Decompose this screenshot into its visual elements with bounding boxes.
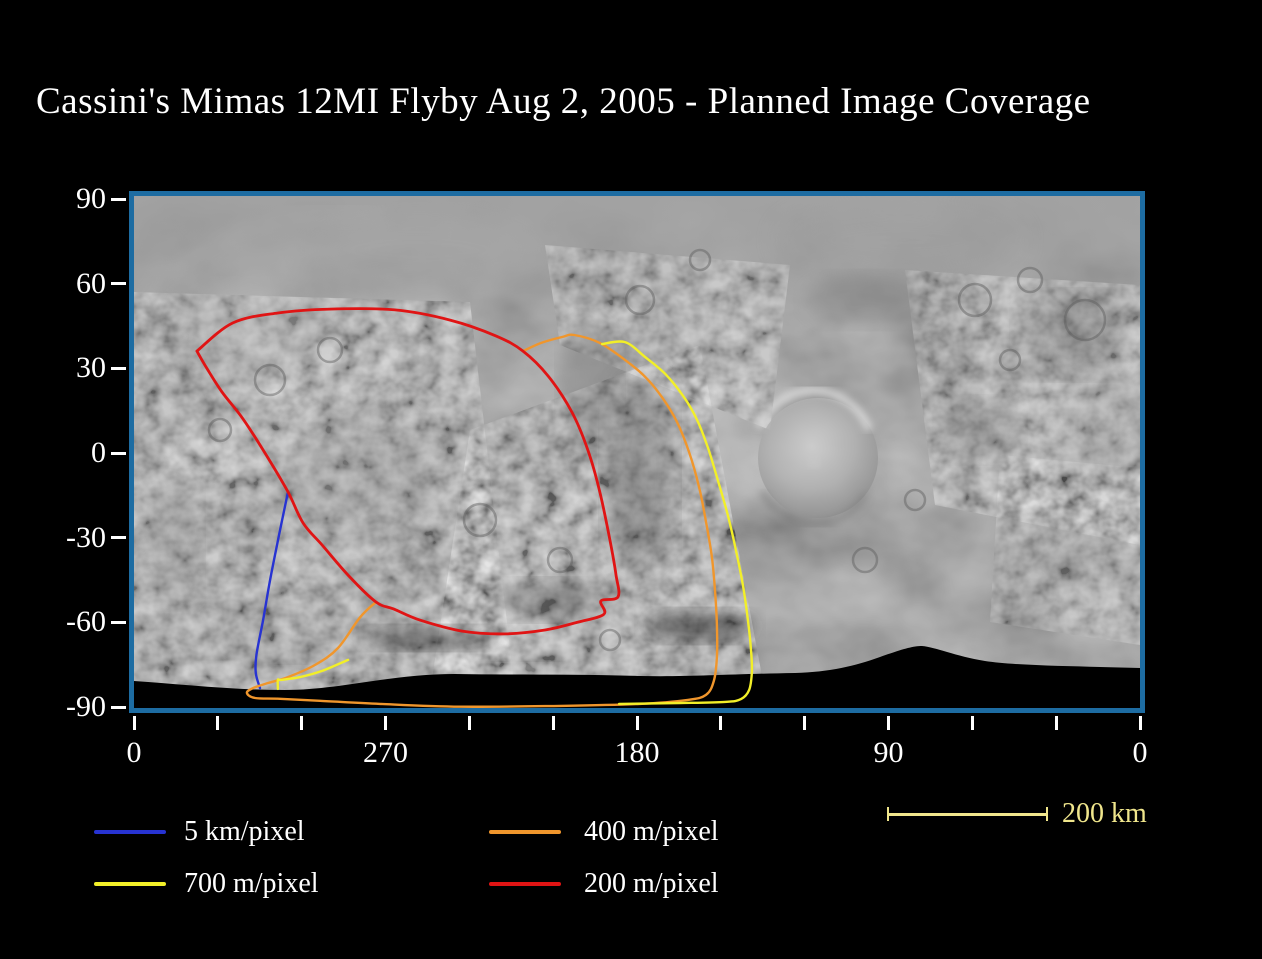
mimas-basemap [134,196,1140,708]
legend-label-blue: 5 km/pixel [184,816,305,847]
coverage-outline-orange [245,333,719,708]
y-axis-label: -60 [66,605,106,639]
legend-label-yellow: 700 m/pixel [184,868,319,899]
x-axis-tick [635,716,639,730]
map-frame [129,191,1145,713]
coverage-outline-red [195,307,621,636]
coverage-outline-blue [254,490,290,690]
x-axis-tick [300,716,304,730]
x-axis-tick [719,716,723,730]
y-axis-tick [111,451,126,455]
x-axis-tick [216,716,220,730]
y-axis-tick [111,536,126,540]
coverage-outlines [195,307,754,708]
x-axis-tick [384,716,387,730]
y-axis-tick [111,620,126,624]
x-axis-label: 0 [1132,736,1148,769]
y-axis-label: 0 [91,436,106,469]
x-axis-label: 180 [614,736,660,769]
x-axis-label: 0 [126,736,142,769]
y-axis-tick [111,197,126,201]
y-axis-tick [111,282,126,286]
y-axis-tick [111,366,126,370]
x-axis-label: 90 [873,736,904,769]
scale-bar-right-tick [1046,807,1048,821]
y-axis-label: 60 [76,266,106,300]
scale-bar-label: 200 km [1062,798,1147,829]
x-axis-label: 270 [363,736,408,769]
coverage-outline-yellow [276,658,350,691]
legend-swatch-blue [94,830,166,834]
y-axis-label: -90 [66,690,106,723]
legend-swatch-orange [489,830,561,834]
x-axis-tick [551,716,555,730]
y-axis-label: 30 [76,351,106,385]
x-axis-tick [1054,716,1058,730]
figure-title: Cassini's Mimas 12MI Flyby Aug 2, 2005 -… [36,81,1091,122]
legend-label-orange: 400 m/pixel [584,816,719,847]
y-axis-label: 90 [76,182,106,215]
x-axis-tick [467,716,471,730]
y-axis-label: -30 [66,520,106,554]
scale-bar-line [888,813,1048,816]
x-axis-tick [803,716,807,730]
legend-swatch-red [489,882,561,886]
x-axis-tick [887,716,890,730]
y-axis-tick [111,705,126,709]
x-axis-tick [1138,716,1142,730]
x-axis-tick [132,716,136,730]
herschel-crater [754,387,878,528]
x-axis-tick [970,716,974,730]
legend-swatch-yellow [94,882,166,886]
coverage-outline-yellow [600,340,754,706]
basemap-no-data-region [134,646,1140,708]
legend-label-red: 200 m/pixel [584,868,719,899]
